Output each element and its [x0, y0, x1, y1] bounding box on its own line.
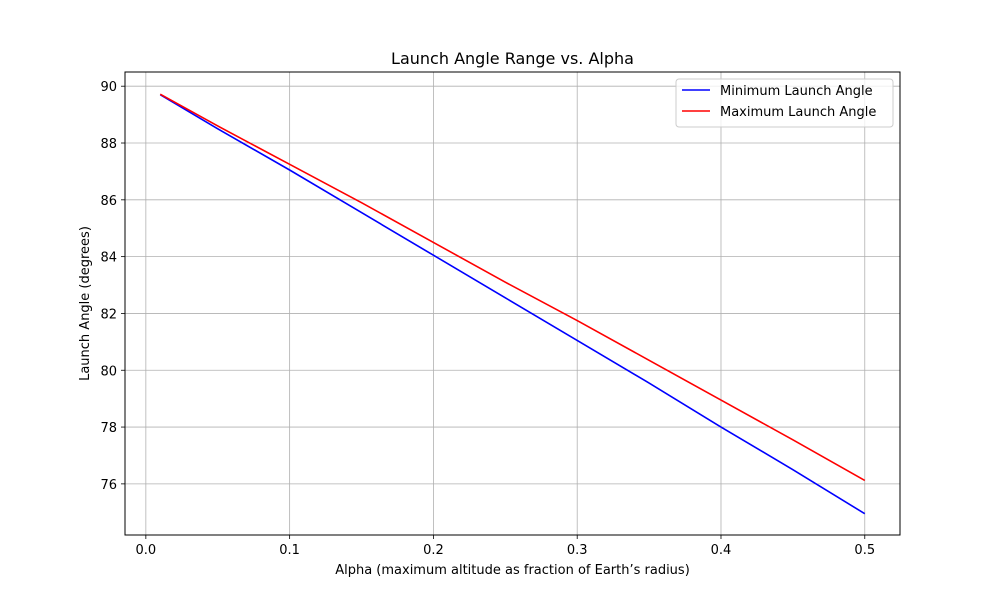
x-axis-label: Alpha (maximum altitude as fraction of E…	[335, 563, 690, 578]
y-tick-label: 88	[100, 137, 117, 152]
y-axis-label: Launch Angle (degrees)	[78, 226, 93, 381]
x-tick-label: 0.2	[423, 543, 444, 558]
y-tick-label: 82	[100, 307, 117, 322]
chart-title: Launch Angle Range vs. Alpha	[391, 49, 634, 68]
x-tick-label: 0.1	[279, 543, 300, 558]
x-tick-label: 0.0	[136, 543, 157, 558]
y-tick-label: 76	[100, 478, 117, 493]
y-tick-label: 78	[100, 421, 117, 436]
grid-layer	[125, 72, 900, 535]
series-line-maximum-launch-angle	[159, 93, 866, 482]
series-layer	[159, 93, 866, 515]
x-tick-label: 0.4	[711, 543, 732, 558]
legend: Minimum Launch Angle Maximum Launch Angl…	[675, 78, 894, 128]
plot-frame	[124, 71, 901, 536]
y-tick-label: 86	[100, 194, 117, 209]
y-tick-label: 84	[100, 251, 117, 266]
y-tick-label: 90	[100, 80, 117, 95]
x-tick-label: 0.5	[854, 543, 875, 558]
legend-label-minimum-launch-angle: Minimum Launch Angle	[720, 84, 873, 99]
y-tick-label: 80	[100, 364, 117, 379]
legend-box	[675, 78, 894, 128]
legend-label-maximum-launch-angle: Maximum Launch Angle	[720, 105, 876, 120]
series-line-minimum-launch-angle	[159, 94, 866, 515]
tick-layer: 0.0 0.1 0.2 0.3 0.4 0.5 76 78 80 82 84 86 88 90	[100, 80, 875, 558]
x-tick-label: 0.3	[567, 543, 588, 558]
